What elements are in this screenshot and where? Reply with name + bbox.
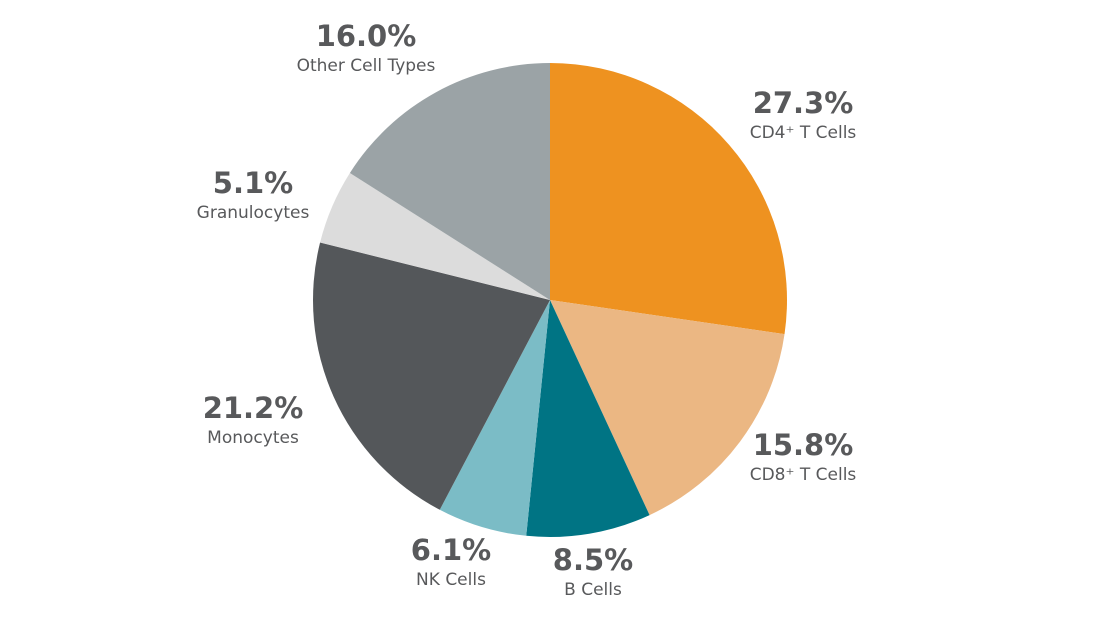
pie-slice [349, 63, 550, 300]
pie-slice [320, 173, 550, 300]
pie-slice [312, 242, 550, 510]
pie-slice [550, 300, 785, 516]
category-label: Monocytes [207, 428, 299, 448]
value-label: 8.5% [553, 543, 633, 577]
value-label: 16.0% [316, 19, 417, 53]
pie-slice [526, 300, 650, 537]
pie-slice [550, 63, 787, 335]
value-label: 21.2% [203, 391, 304, 425]
value-label: 6.1% [411, 533, 491, 567]
value-label: 5.1% [213, 166, 293, 200]
category-label: Other Cell Types [297, 56, 436, 76]
category-label: CD4⁺ T Cells [750, 123, 857, 143]
category-label: NK Cells [416, 570, 486, 590]
category-label: Granulocytes [197, 203, 310, 223]
category-label: B Cells [564, 580, 622, 600]
pie-slice [439, 300, 550, 536]
value-label: 27.3% [753, 86, 854, 120]
value-label: 15.8% [753, 428, 854, 462]
category-label: CD8⁺ T Cells [750, 465, 857, 485]
